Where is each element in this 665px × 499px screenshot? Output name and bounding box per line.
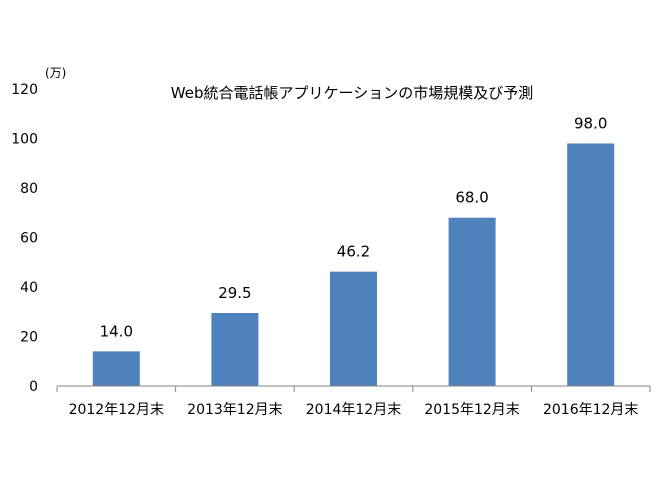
x-tick-label: 2016年12月末: [543, 402, 638, 418]
y-tick-label: 0: [29, 379, 38, 395]
bar: [567, 143, 615, 386]
y-tick-label: 20: [20, 330, 38, 346]
bar: [330, 271, 377, 386]
data-label: 46.2: [337, 243, 370, 261]
x-tick-label: 2013年12月末: [187, 402, 282, 418]
bar: [92, 351, 140, 386]
y-tick-label: 60: [20, 231, 38, 247]
y-axis: 0 20 40 60 80 100 120: [11, 82, 38, 395]
y-tick-label: 100: [11, 132, 38, 148]
data-label: 14.0: [100, 322, 133, 340]
y-tick-label: 40: [20, 280, 38, 296]
bar: [211, 312, 259, 386]
y-axis-unit: (万): [45, 66, 66, 80]
chart-title: Web統合電話帳アプリケーションの市場規模及び予測: [171, 84, 533, 102]
data-label: 98.0: [574, 114, 607, 132]
data-label: 29.5: [218, 284, 251, 302]
y-tick-label: 80: [20, 181, 38, 197]
bar: [448, 217, 496, 386]
x-tick-label: 2012年12月末: [69, 402, 164, 418]
data-label: 68.0: [455, 189, 488, 207]
y-tick-label: 120: [11, 82, 38, 98]
x-tick-label: 2014年12月末: [306, 402, 401, 418]
axes: [56, 385, 651, 392]
bar-series: 14.0 2012年12月末 29.5 2013年12月末 46.2 2014年12月末 6…: [69, 114, 639, 418]
x-tick-label: 2015年12月末: [424, 402, 519, 418]
